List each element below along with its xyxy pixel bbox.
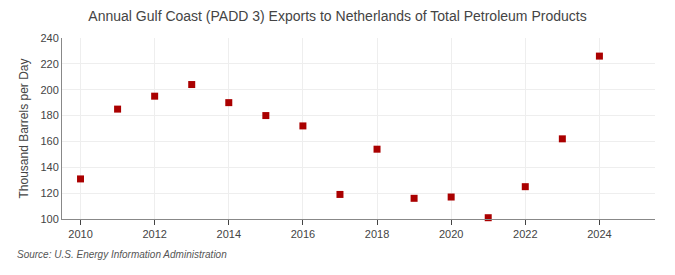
svg-text:2020: 2020 [439,228,463,240]
svg-text:240: 240 [40,32,58,44]
svg-text:Thousand Barrels per Day: Thousand Barrels per Day [17,58,31,198]
svg-text:180: 180 [40,109,58,121]
svg-text:200: 200 [40,84,58,96]
svg-text:100: 100 [40,213,58,225]
svg-text:2016: 2016 [291,228,315,240]
svg-text:140: 140 [40,161,58,173]
svg-text:Annual Gulf Coast (PADD 3) Exp: Annual Gulf Coast (PADD 3) Exports to Ne… [88,8,586,24]
svg-text:2024: 2024 [587,228,611,240]
svg-text:2010: 2010 [68,228,92,240]
svg-text:2012: 2012 [142,228,166,240]
svg-text:2022: 2022 [513,228,537,240]
svg-text:220: 220 [40,58,58,70]
svg-text:2014: 2014 [217,228,241,240]
svg-text:2018: 2018 [365,228,389,240]
svg-text:120: 120 [40,187,58,199]
svg-text:160: 160 [40,135,58,147]
svg-text:Source: U.S. Energy Informatio: Source: U.S. Energy Information Administ… [17,249,227,260]
